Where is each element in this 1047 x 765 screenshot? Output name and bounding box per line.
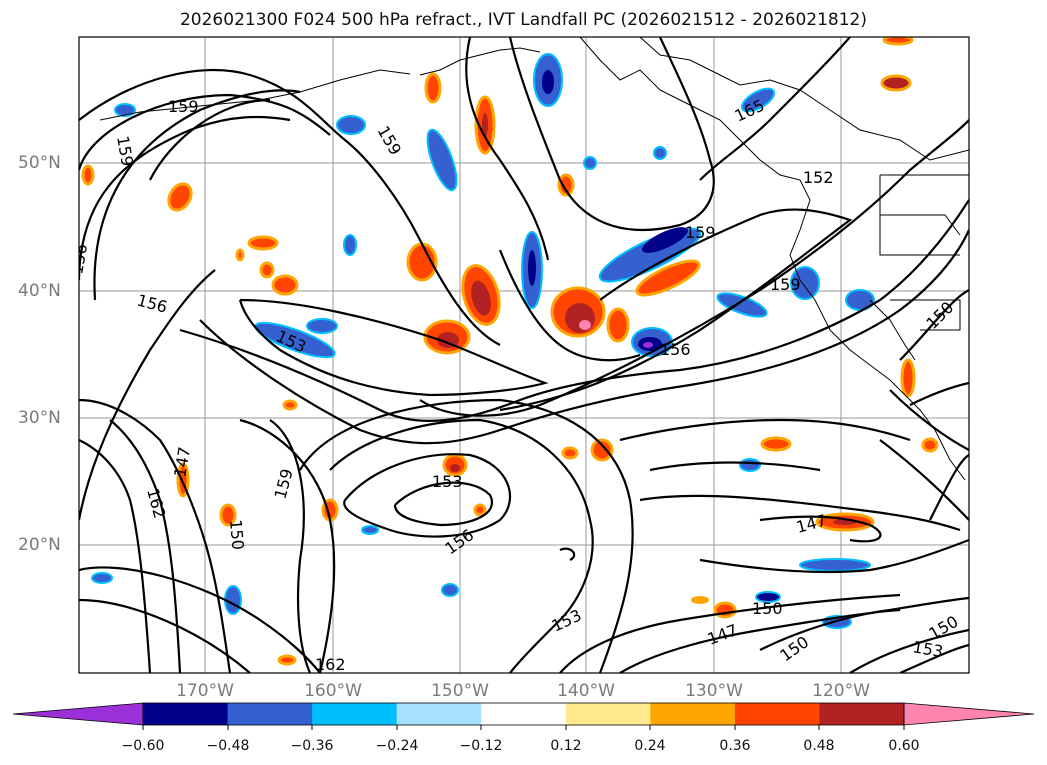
lon-label: 120°W (812, 681, 870, 701)
colorbar-tick-label: 0.24 (634, 738, 666, 754)
map-frame (79, 37, 969, 673)
colorbar-tick-label: 0.60 (888, 738, 920, 754)
negative-anomaly-areas (91, 53, 875, 629)
lon-label: 140°W (557, 681, 615, 701)
lat-label: 40°N (18, 281, 61, 301)
colorbar-tick-label: −0.12 (459, 738, 503, 754)
colorbar-tick-label: 0.12 (550, 738, 582, 754)
lat-label: 50°N (18, 153, 61, 173)
colorbar-extend-low (12, 702, 144, 726)
colorbar-tick-label: 0.36 (719, 738, 751, 754)
lat-label: 20°N (18, 535, 61, 555)
colorbar-tick-label: 0.48 (803, 738, 835, 754)
contour-label: 156 (660, 340, 691, 359)
colorbar-tick-label: −0.48 (206, 738, 250, 754)
colorbar-cell (396, 703, 482, 725)
colorbar-tick-label: −0.24 (375, 738, 419, 754)
contour-label: 150 (226, 519, 248, 551)
contour-label: 152 (803, 168, 834, 187)
lon-label: 160°W (304, 681, 362, 701)
colorbar-extend-high (903, 702, 1035, 726)
lon-label: 130°W (685, 681, 743, 701)
contour-label: 162 (315, 655, 346, 674)
colorbar (12, 702, 1035, 730)
contour-label: 159 (770, 275, 801, 294)
colorbar-cell (143, 703, 229, 725)
lon-label: 170°W (176, 681, 234, 701)
contour-label: 159 (685, 223, 716, 242)
colorbar-cell (481, 703, 567, 725)
colorbar-cell (650, 703, 736, 725)
colorbar-tick-label: −0.36 (290, 738, 334, 754)
contour-label: 153 (432, 472, 463, 491)
colorbar-cell (227, 703, 313, 725)
contour-label: 150 (752, 599, 783, 618)
colorbar-cell (734, 703, 820, 725)
colorbar-cell (312, 703, 398, 725)
lon-label: 150°W (431, 681, 489, 701)
colorbar-cell (565, 703, 651, 725)
contour-label: 159 (168, 97, 199, 116)
colorbar-tick-label: −0.60 (121, 738, 165, 754)
colorbar-cell (819, 703, 905, 725)
lat-label: 30°N (18, 408, 61, 428)
map-title: 2026021300 F024 500 hPa refract., IVT La… (179, 10, 867, 30)
height-contours (79, 37, 969, 673)
